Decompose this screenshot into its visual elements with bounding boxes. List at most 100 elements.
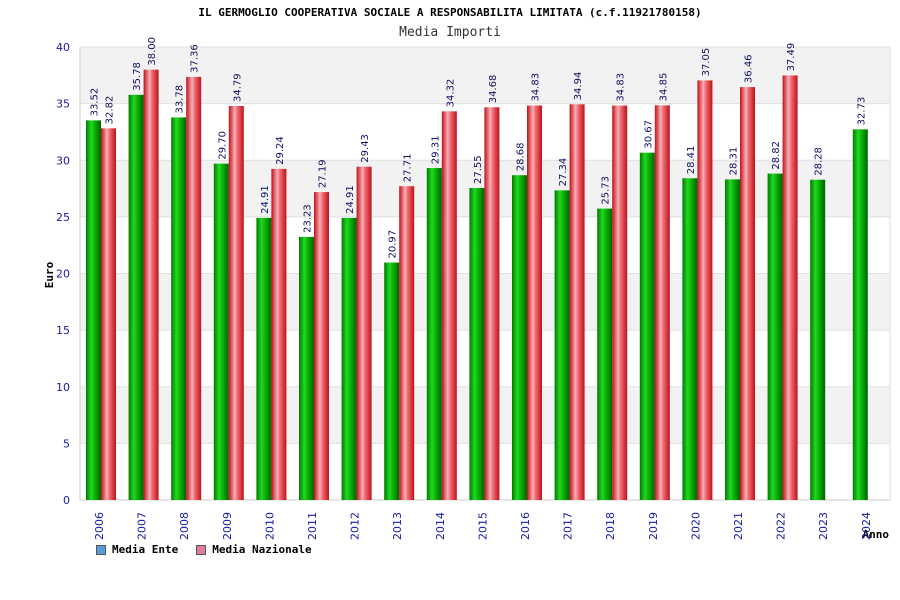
data-label: 24.91 xyxy=(345,185,356,214)
bar-media-nazionale xyxy=(697,80,713,500)
bar-media-ente xyxy=(213,163,229,500)
bar-media-nazionale xyxy=(612,105,628,501)
data-label: 29.31 xyxy=(430,135,441,164)
bar-media-ente xyxy=(86,120,101,501)
data-label: 25.73 xyxy=(601,176,612,205)
bar-media-ente xyxy=(256,217,272,500)
x-tick-label: 2022 xyxy=(775,512,788,540)
y-tick-label: 40 xyxy=(56,41,70,54)
y-tick-label: 20 xyxy=(56,268,70,281)
data-label: 29.43 xyxy=(360,134,371,163)
x-tick-label: 2013 xyxy=(391,512,404,540)
y-tick-label: 5 xyxy=(63,437,70,450)
y-tick-label: 25 xyxy=(56,211,70,224)
data-label: 27.55 xyxy=(473,155,484,184)
data-label: 27.19 xyxy=(318,159,329,188)
x-tick-label: 2012 xyxy=(349,512,362,540)
data-label: 37.05 xyxy=(701,48,712,77)
data-label: 28.82 xyxy=(771,141,782,170)
y-tick-label: 35 xyxy=(56,98,70,111)
bar-media-nazionale xyxy=(569,104,585,500)
x-tick-label: 2021 xyxy=(732,512,745,540)
grid-band xyxy=(80,47,890,104)
bar-media-ente xyxy=(852,129,868,500)
y-tick-label: 0 xyxy=(63,494,70,507)
data-label: 35.78 xyxy=(132,62,143,91)
data-label: 23.23 xyxy=(303,204,314,233)
data-label: 34.68 xyxy=(488,75,499,104)
data-label: 28.68 xyxy=(516,143,527,172)
data-label: 38.00 xyxy=(147,37,158,66)
data-label: 27.34 xyxy=(558,158,569,187)
bar-media-ente xyxy=(554,190,570,500)
y-tick-label: 15 xyxy=(56,324,70,337)
bar-media-nazionale xyxy=(356,166,372,500)
data-label: 28.28 xyxy=(814,147,825,176)
bar-media-nazionale xyxy=(527,105,542,501)
x-tick-label: 2014 xyxy=(434,512,447,540)
data-label: 29.24 xyxy=(275,136,286,165)
data-label: 37.49 xyxy=(786,43,797,72)
data-label: 29.70 xyxy=(217,131,228,160)
data-label: 37.36 xyxy=(190,44,201,73)
chart-subtitle: Media Importi xyxy=(399,25,501,40)
bar-media-nazionale xyxy=(314,192,329,501)
data-label: 32.73 xyxy=(856,97,867,126)
legend-swatch-media-ente xyxy=(96,544,106,555)
data-label: 32.82 xyxy=(105,96,116,125)
data-label: 34.83 xyxy=(616,73,627,102)
x-tick-label: 2016 xyxy=(519,512,532,540)
x-tick-label: 2006 xyxy=(93,512,106,540)
legend-item-media-ente: Media Ente xyxy=(96,543,178,556)
x-tick-label: 2008 xyxy=(178,512,191,540)
bar-media-ente xyxy=(469,187,485,500)
data-label: 34.94 xyxy=(573,72,584,101)
bar-media-nazionale xyxy=(143,69,159,501)
legend-item-media-nazionale: Media Nazionale xyxy=(196,543,312,556)
bar-media-ente xyxy=(512,175,527,500)
x-tick-label: 2024 xyxy=(860,512,873,540)
bar-media-ente xyxy=(341,217,357,500)
bar-media-ente xyxy=(639,152,655,501)
y-axis-label: Euro xyxy=(43,261,56,288)
bar-media-ente xyxy=(725,179,740,500)
data-label: 33.78 xyxy=(175,85,186,114)
bar-media-ente xyxy=(682,178,698,500)
bar-media-nazionale xyxy=(271,168,287,500)
x-tick-label: 2023 xyxy=(817,512,830,540)
bar-media-nazionale xyxy=(399,186,415,500)
legend-swatch-media-nazionale xyxy=(196,544,207,555)
data-label: 34.79 xyxy=(232,73,243,102)
data-label: 30.67 xyxy=(643,120,654,149)
x-tick-label: 2019 xyxy=(647,512,660,540)
bar-media-ente xyxy=(426,168,442,500)
x-tick-label: 2009 xyxy=(221,512,234,540)
chart-title: IL GERMOGLIO COOPERATIVA SOCIALE A RESPO… xyxy=(198,6,702,19)
y-tick-label: 30 xyxy=(56,154,70,167)
chart-legend: Media Ente Media Nazionale xyxy=(96,543,312,556)
data-label: 27.71 xyxy=(403,154,414,183)
bar-media-nazionale xyxy=(186,76,202,500)
bar-media-nazionale xyxy=(782,75,798,500)
bar-media-ente xyxy=(767,173,783,500)
x-tick-label: 2020 xyxy=(689,512,702,540)
data-label: 34.83 xyxy=(531,73,542,102)
bar-media-nazionale xyxy=(654,105,670,500)
bar-media-nazionale xyxy=(441,111,457,501)
x-tick-label: 2018 xyxy=(604,512,617,540)
x-axis-label: Anno xyxy=(863,528,890,541)
bar-media-ente xyxy=(384,262,400,500)
x-tick-label: 2011 xyxy=(306,512,319,540)
x-tick-label: 2017 xyxy=(562,512,575,540)
bar-media-ente xyxy=(597,208,613,500)
legend-label-media-ente: Media Ente xyxy=(112,543,179,556)
data-label: 20.97 xyxy=(388,230,399,259)
x-tick-label: 2010 xyxy=(263,512,276,540)
data-label: 28.31 xyxy=(729,147,740,176)
y-tick-label: 10 xyxy=(56,381,70,394)
bar-media-ente xyxy=(128,94,144,500)
x-tick-label: 2015 xyxy=(476,512,489,540)
bar-media-nazionale xyxy=(101,128,116,500)
bar-media-nazionale xyxy=(740,87,755,500)
